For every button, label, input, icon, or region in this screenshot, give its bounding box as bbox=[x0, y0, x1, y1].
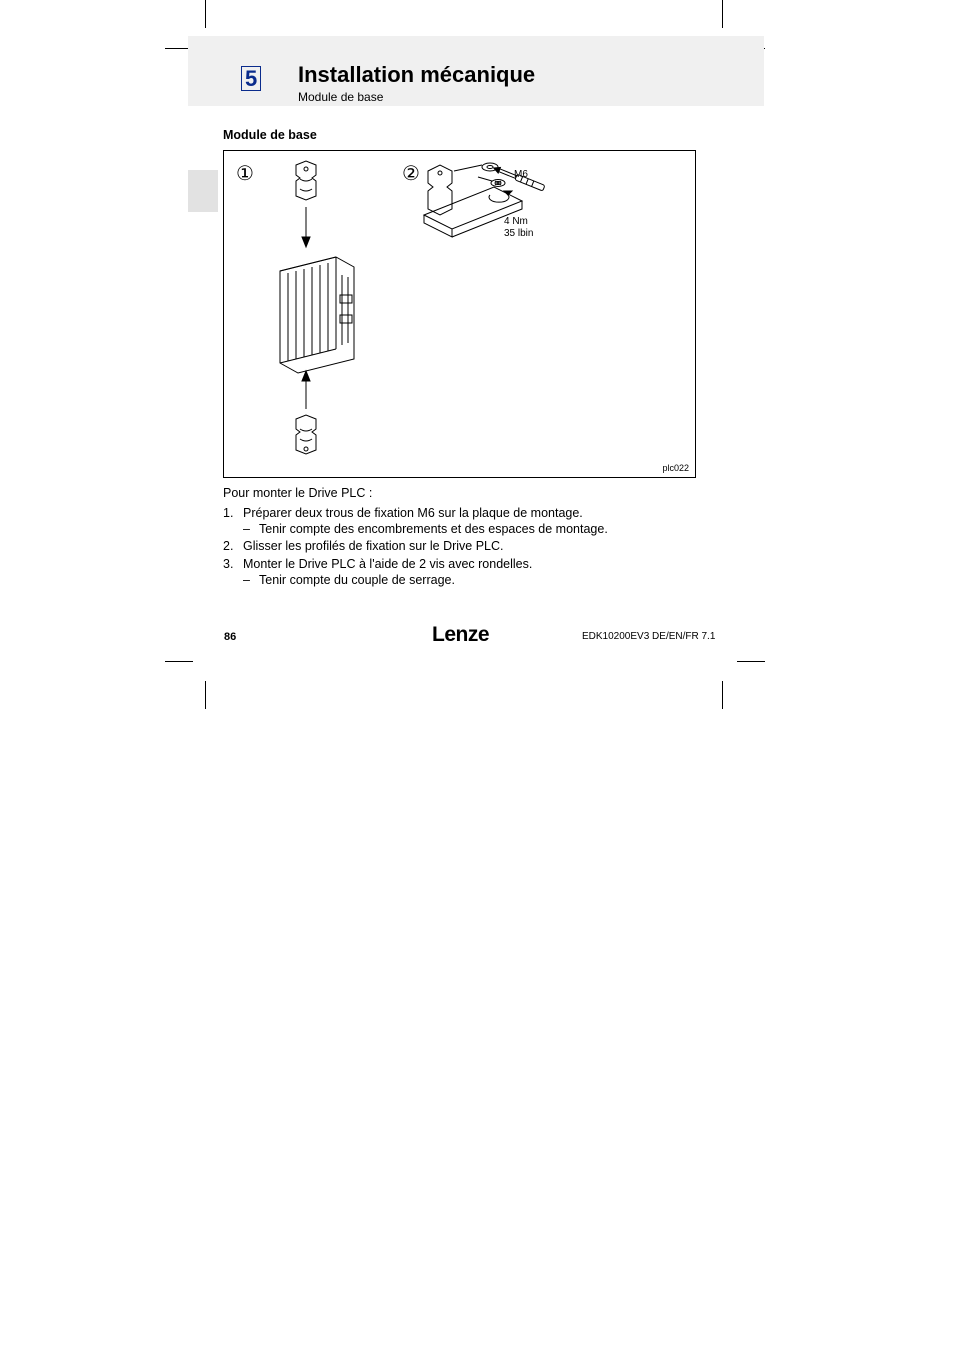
diagram-step1 bbox=[264, 159, 384, 469]
list-text: Monter le Drive PLC à l'aide de 2 vis av… bbox=[243, 557, 695, 573]
instruction-list: 1. Préparer deux trous de fixation M6 su… bbox=[223, 504, 695, 588]
side-tab bbox=[188, 170, 218, 212]
page-number: 86 bbox=[224, 631, 236, 643]
list-number: 3. bbox=[223, 557, 243, 573]
list-number: 1. bbox=[223, 506, 243, 522]
crop-mark bbox=[205, 0, 206, 28]
page: 5 Installation mécanique Module de base … bbox=[0, 0, 954, 1350]
crop-mark bbox=[722, 0, 723, 28]
crop-mark bbox=[165, 661, 193, 662]
step-marker-2: ② bbox=[402, 161, 420, 186]
list-number: 2. bbox=[223, 539, 243, 555]
list-subitem: – Tenir compte des encombrements et des … bbox=[243, 522, 695, 538]
list-item: 2. Glisser les profilés de fixation sur … bbox=[223, 539, 695, 555]
brand-logo: Lenze bbox=[432, 623, 489, 647]
list-subtext: Tenir compte du couple de serrage. bbox=[259, 573, 455, 589]
document-code: EDK10200EV3 DE/EN/FR 7.1 bbox=[582, 631, 715, 642]
section-title: Module de base bbox=[223, 128, 317, 142]
chapter-number: 5 bbox=[241, 66, 261, 91]
crop-mark bbox=[722, 681, 723, 709]
list-item: 1. Préparer deux trous de fixation M6 su… bbox=[223, 506, 695, 522]
intro-text: Pour monter le Drive PLC : bbox=[223, 486, 372, 500]
list-text: Préparer deux trous de fixation M6 sur l… bbox=[243, 506, 695, 522]
chapter-title: Installation mécanique bbox=[298, 62, 535, 88]
diagram-step2 bbox=[420, 157, 580, 267]
dash: – bbox=[243, 573, 259, 589]
list-item: 3. Monter le Drive PLC à l'aide de 2 vis… bbox=[223, 557, 695, 573]
chapter-subtitle: Module de base bbox=[298, 90, 383, 104]
crop-mark bbox=[737, 661, 765, 662]
figure-code: plc022 bbox=[662, 463, 689, 473]
step-marker-1: ① bbox=[236, 161, 254, 186]
figure-box: ① ② M6 4 Nm 35 lbin plc022 bbox=[223, 150, 696, 478]
list-subitem: – Tenir compte du couple de serrage. bbox=[243, 573, 695, 589]
list-subtext: Tenir compte des encombrements et des es… bbox=[259, 522, 608, 538]
crop-mark bbox=[205, 681, 206, 709]
dash: – bbox=[243, 522, 259, 538]
list-text: Glisser les profilés de fixation sur le … bbox=[243, 539, 695, 555]
